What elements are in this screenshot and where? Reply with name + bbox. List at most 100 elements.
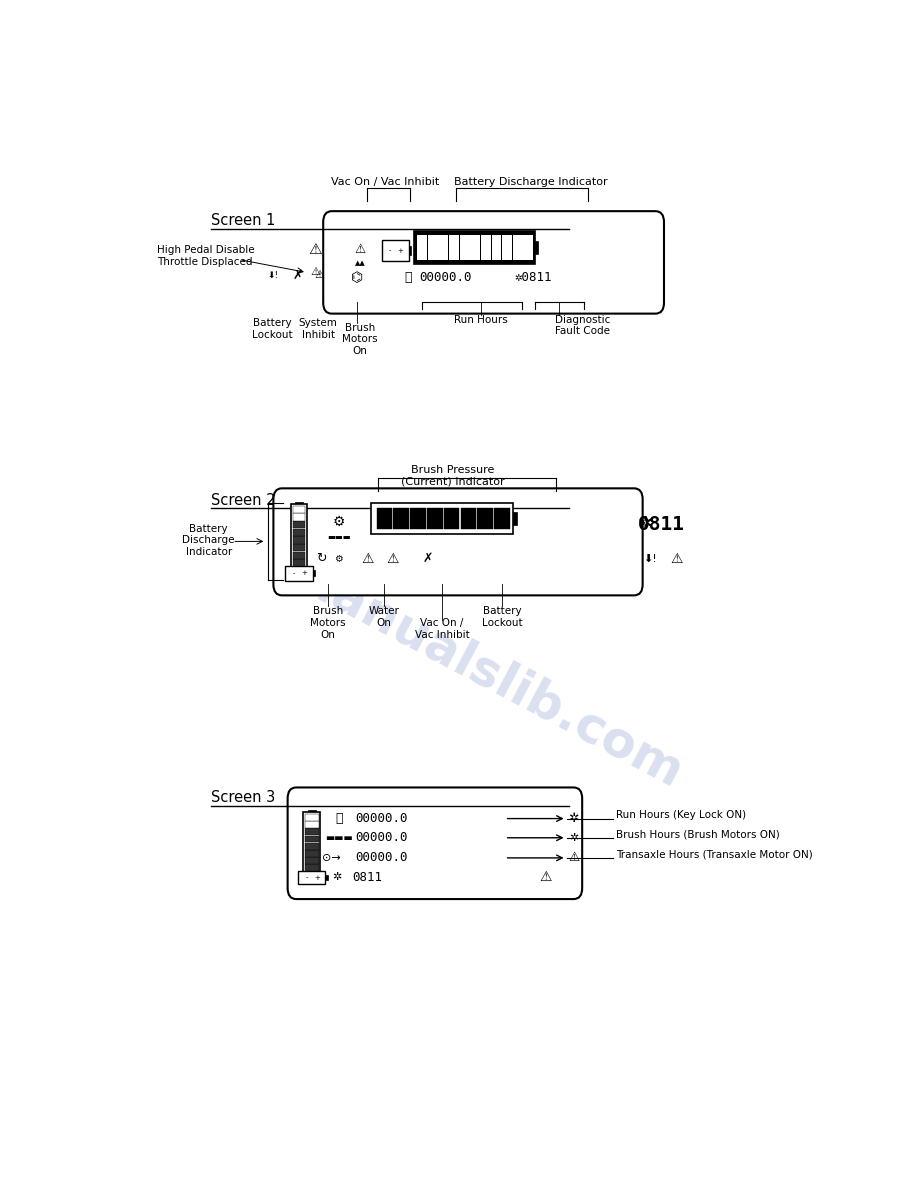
Text: ⚠: ⚠	[310, 267, 320, 278]
Text: ▲▲: ▲▲	[355, 260, 365, 266]
Bar	[325, 874, 328, 880]
Text: ✲: ✲	[569, 833, 578, 842]
Text: ↻: ↻	[316, 552, 326, 565]
Text: ⚠: ⚠	[308, 242, 322, 257]
Bar	[312, 570, 315, 576]
Text: ✲: ✲	[568, 813, 579, 826]
Text: ✲: ✲	[637, 516, 653, 533]
Text: Run Hours (Key Lock ON): Run Hours (Key Lock ON)	[616, 810, 746, 820]
Bar	[414, 232, 534, 264]
Text: High Pedal Disable
Throttle Displaced: High Pedal Disable Throttle Displaced	[158, 245, 255, 267]
Bar	[293, 544, 306, 551]
Text: ✲: ✲	[332, 872, 341, 883]
Text: ⚠: ⚠	[361, 551, 374, 565]
Bar	[293, 506, 306, 513]
Bar	[291, 504, 307, 570]
FancyBboxPatch shape	[274, 488, 643, 595]
Text: ✗: ✗	[292, 268, 303, 282]
Bar	[439, 235, 448, 260]
Text: ⚠: ⚠	[386, 551, 398, 565]
Bar	[494, 507, 509, 530]
Text: 00000.0: 00000.0	[355, 852, 408, 865]
Bar	[293, 522, 306, 529]
Text: ▬▬▬: ▬▬▬	[327, 533, 351, 542]
Text: -: -	[305, 874, 308, 880]
Bar	[285, 567, 312, 581]
Bar	[470, 235, 480, 260]
Bar	[460, 235, 470, 260]
Text: Transaxle Hours (Transaxle Motor ON): Transaxle Hours (Transaxle Motor ON)	[616, 849, 813, 859]
Text: ⌛: ⌛	[404, 271, 411, 284]
Text: Screen 3: Screen 3	[211, 790, 275, 805]
Bar	[417, 235, 427, 260]
Text: ⚠: ⚠	[354, 244, 366, 257]
Text: Vac On /
Vac Inhibit: Vac On / Vac Inhibit	[415, 618, 469, 640]
Bar	[371, 503, 513, 535]
Text: Brush
Motors
On: Brush Motors On	[342, 323, 378, 356]
Text: -: -	[388, 247, 391, 253]
Text: Screen 2: Screen 2	[211, 493, 275, 508]
Bar	[409, 246, 410, 254]
Bar	[293, 551, 306, 558]
Bar	[305, 865, 319, 871]
Text: +: +	[301, 570, 308, 576]
Text: ⬇!: ⬇!	[267, 271, 278, 279]
Bar	[305, 858, 319, 864]
Bar	[305, 828, 319, 835]
Bar	[293, 513, 306, 520]
Bar	[376, 507, 392, 530]
Text: Vac On / Vac Inhibit: Vac On / Vac Inhibit	[331, 177, 439, 188]
Text: manualslib.com: manualslib.com	[278, 548, 691, 798]
Bar	[293, 560, 306, 567]
Text: ⊙→: ⊙→	[322, 853, 341, 862]
Text: ⚠: ⚠	[568, 852, 579, 865]
Text: 0811: 0811	[638, 514, 685, 533]
Bar	[502, 235, 512, 260]
Bar	[410, 507, 426, 530]
Bar	[534, 241, 538, 254]
Bar	[461, 507, 476, 530]
Text: ⚙: ⚙	[334, 554, 343, 564]
Bar	[491, 235, 501, 260]
Text: ⬇!: ⬇!	[644, 554, 657, 564]
Bar	[305, 821, 319, 828]
Bar	[477, 507, 493, 530]
Text: Battery Discharge Indicator: Battery Discharge Indicator	[454, 177, 608, 188]
Bar	[305, 814, 319, 821]
Text: ⚙: ⚙	[332, 516, 345, 529]
Text: Brush Hours (Brush Motors ON): Brush Hours (Brush Motors ON)	[616, 829, 780, 839]
Bar	[393, 507, 409, 530]
Text: ✗: ✗	[422, 552, 433, 565]
Text: 0811: 0811	[353, 871, 382, 884]
Text: 00000.0: 00000.0	[420, 271, 472, 284]
Text: System
Inhibit: System Inhibit	[298, 318, 338, 340]
Text: Brush Pressure
(Current) Indicator: Brush Pressure (Current) Indicator	[401, 465, 505, 486]
Bar	[513, 235, 522, 260]
Text: Brush
Motors
On: Brush Motors On	[310, 606, 346, 639]
Bar	[305, 842, 319, 849]
Text: Screen 1: Screen 1	[211, 213, 275, 228]
Bar	[428, 235, 438, 260]
Text: ⌛: ⌛	[335, 813, 342, 826]
Text: +: +	[314, 874, 320, 880]
FancyBboxPatch shape	[323, 211, 664, 314]
Text: Water
On: Water On	[368, 606, 399, 628]
Bar	[523, 235, 533, 260]
Text: Battery
Lockout: Battery Lockout	[252, 318, 293, 340]
Text: ✲0811: ✲0811	[514, 271, 552, 284]
Bar	[449, 235, 459, 260]
Bar	[298, 871, 325, 884]
Bar	[481, 235, 491, 260]
Text: Run Hours: Run Hours	[454, 315, 508, 324]
Bar	[305, 835, 319, 842]
Text: ⚠: ⚠	[315, 270, 325, 280]
Bar	[427, 507, 442, 530]
Text: Battery
Discharge
Indicator: Battery Discharge Indicator	[183, 524, 235, 557]
Text: 00000.0: 00000.0	[355, 813, 408, 826]
Bar	[293, 536, 306, 544]
Bar	[382, 240, 409, 260]
Text: Battery
Lockout: Battery Lockout	[482, 606, 523, 628]
Bar	[303, 813, 320, 874]
Text: +: +	[397, 247, 403, 253]
Text: Diagnostic
Fault Code: Diagnostic Fault Code	[555, 315, 610, 336]
